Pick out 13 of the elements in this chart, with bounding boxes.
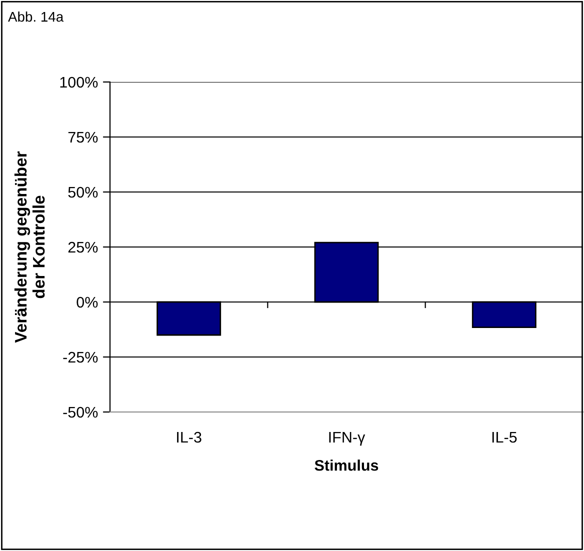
y-tick-label: 0% (76, 296, 98, 308)
y-tick-label: 25% (68, 242, 98, 253)
y-tick-label: 50% (68, 186, 98, 198)
x-tick-label: IL-5 (492, 432, 517, 443)
y-tick-label: 75% (68, 132, 98, 143)
y-tick-label: -50% (63, 406, 98, 418)
y-tick-label: 100% (60, 76, 98, 88)
x-tick-label: IFN-γ (329, 432, 366, 446)
x-tick-label: IL-3 (177, 432, 202, 443)
y-tick-label: -25% (63, 352, 98, 363)
chart-title: Abb. 14a (8, 12, 64, 22)
x-axis-title: Stimulus (314, 460, 378, 471)
y-axis-title: Veränderung gegenüber der Kontrolle (14, 151, 45, 343)
